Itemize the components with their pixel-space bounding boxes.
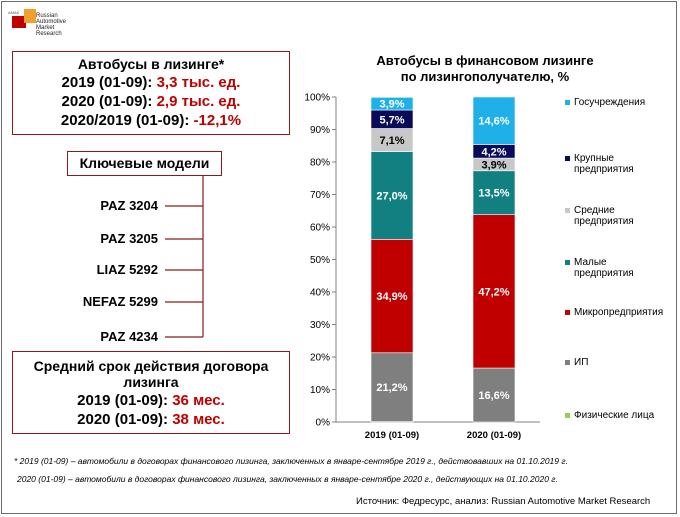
- logo: АМАК Russian Automotive Market Research: [8, 6, 78, 40]
- bar-segment: [370, 352, 414, 422]
- legend-label: предприятия: [574, 164, 634, 175]
- data-label: 4,2%: [481, 146, 506, 158]
- legend-label: Крупные: [574, 153, 614, 164]
- summary-row-1: 2019 (01-09): 3,3 тыс. ед.: [61, 74, 241, 91]
- logo-line-2: Automotive: [36, 19, 67, 25]
- y-tick-label: 50%: [310, 255, 330, 266]
- data-label: 3,9%: [481, 159, 506, 171]
- model-item: PAZ 4234: [100, 329, 158, 344]
- data-label: 7,1%: [379, 135, 404, 147]
- summary-row-2: 2020 (01-09): 2,9 тыс. ед.: [61, 93, 241, 110]
- y-tick-label: 80%: [310, 158, 330, 169]
- bar-segment: [370, 151, 414, 240]
- y-tick-label: 0%: [316, 418, 331, 429]
- y-tick-label: 60%: [310, 223, 330, 234]
- bar-segment: [370, 97, 414, 111]
- term-title: Средний срок действия договора лизинга: [33, 358, 269, 390]
- legend-swatch: [565, 260, 570, 265]
- data-label: 34,9%: [376, 291, 407, 303]
- legend-swatch: [565, 413, 570, 418]
- term-row-2: 2020 (01-09): 38 мес.: [77, 411, 225, 428]
- legend-label: ИП: [574, 357, 588, 368]
- data-label: 16,6%: [478, 390, 509, 402]
- summary-row-3: 2020/2019 (01-09): -12,1%: [60, 112, 242, 129]
- data-label: 21,2%: [376, 382, 407, 394]
- model-item: PAZ 3204: [100, 198, 158, 213]
- data-label: 13,5%: [478, 188, 509, 200]
- logo-square-orange: [24, 9, 36, 23]
- source-note: Источник: Федресурс, анализ: Russian Aut…: [356, 496, 651, 507]
- summary-title: Автобусы в лизинге*: [77, 56, 225, 72]
- logo-square-red: [12, 16, 26, 28]
- data-label: 5,7%: [379, 114, 404, 126]
- y-tick-label: 40%: [310, 288, 330, 299]
- model-item: PAZ 3205: [100, 231, 158, 246]
- y-tick-label: 20%: [310, 353, 330, 364]
- legend-swatch: [565, 156, 570, 161]
- footnote-1: * 2019 (01-09) – автомобили в договорах …: [14, 456, 568, 466]
- y-tick-label: 10%: [310, 385, 330, 396]
- bar-segment: [472, 96, 516, 145]
- term-row-1: 2019 (01-09): 36 мес.: [77, 392, 225, 409]
- y-tick-label: 30%: [310, 320, 330, 331]
- y-tick-label: 100%: [304, 93, 330, 104]
- leasing-summary-box: Автобусы в лизинге* 2019 (01-09): 3,3 ты…: [12, 51, 290, 135]
- legend-swatch: [565, 100, 570, 105]
- logo-line-1: Russian: [36, 13, 58, 19]
- x-tick-label: 2020 (01-09): [467, 430, 521, 441]
- bar-segment: [472, 170, 516, 215]
- contract-term-box: Средний срок действия договора лизинга 20…: [12, 351, 290, 434]
- y-tick-label: 70%: [310, 190, 330, 201]
- legend-label: предприятия: [574, 216, 634, 227]
- y-tick-label: 90%: [310, 125, 330, 136]
- data-label: 47,2%: [478, 286, 509, 298]
- legend-label: Физические лица: [574, 410, 655, 421]
- legend-label: Малые: [574, 257, 607, 268]
- legend-label: Госучреждения: [574, 97, 645, 108]
- data-label: 14,6%: [478, 116, 509, 128]
- logo-small-text: АМАК: [8, 10, 19, 15]
- logo-line-4: Research: [36, 31, 62, 37]
- data-label: 3,9%: [379, 99, 404, 111]
- legend-swatch: [565, 208, 570, 213]
- legend-swatch: [565, 310, 570, 315]
- chart-title: Автобусы в финансовом лизинге по лизингоп…: [376, 53, 594, 84]
- legend-label: Микропредприятия: [574, 307, 663, 318]
- bar-segment: [370, 239, 414, 354]
- legend-label: предприятия: [574, 268, 634, 279]
- model-item: LIAZ 5292: [96, 262, 158, 277]
- data-label: 27,0%: [376, 190, 407, 202]
- bar-segment: [472, 367, 516, 423]
- logo-line-3: Market: [36, 25, 55, 31]
- legend-label: Средние: [574, 205, 615, 216]
- legend-swatch: [565, 360, 570, 365]
- key-models-title: Ключевые модели: [67, 151, 222, 176]
- model-item: NEFAZ 5299: [82, 294, 158, 309]
- x-tick-label: 2019 (01-09): [365, 430, 419, 441]
- footnote-2: 2020 (01-09) – автомобили в договорах фи…: [17, 474, 558, 484]
